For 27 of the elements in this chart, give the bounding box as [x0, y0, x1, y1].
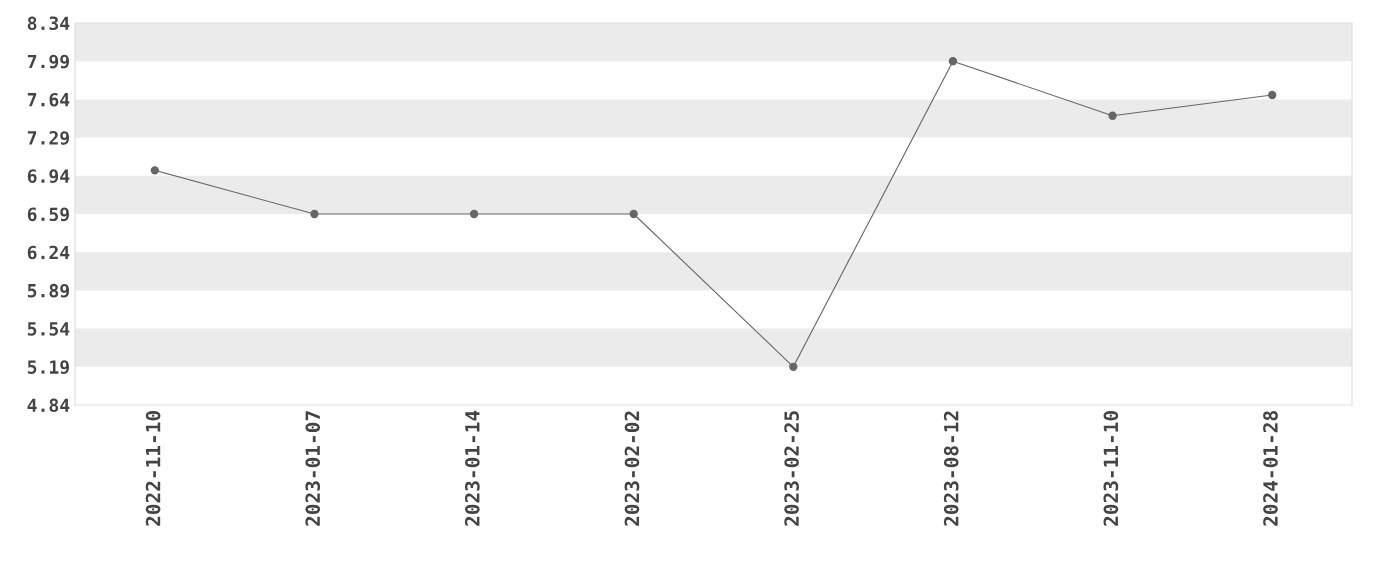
x-tick-label: 2023-02-02: [624, 411, 640, 526]
y-tick-label: 5.89: [27, 283, 69, 298]
point: [150, 166, 159, 175]
x-tick-label: 2022-11-10: [145, 411, 161, 526]
point: [1108, 111, 1117, 120]
point: [789, 362, 798, 371]
point: [469, 209, 479, 219]
point: [310, 209, 319, 219]
y-tick-label: 5.54: [27, 322, 70, 336]
y-tick-label: 6.94: [27, 169, 70, 183]
y-tick-label: 8.34: [27, 16, 70, 31]
y-tick-label: 7.29: [27, 131, 69, 145]
x-tick-label: 2023-01-07: [305, 411, 321, 526]
y-tick-label: 6.24: [27, 245, 70, 260]
point: [629, 209, 638, 219]
x-tick-label: 2023-02-25: [784, 411, 799, 526]
y-tick-label: 6.59: [27, 207, 69, 222]
y-tick-label: 4.84: [27, 398, 70, 413]
x-tick-label: 2023-08-12: [943, 411, 959, 526]
point: [1268, 90, 1277, 100]
x-tick-label: 2023-01-14: [465, 410, 480, 526]
y-tick-label: 7.64: [27, 92, 70, 107]
y-tick-label: 5.19: [27, 360, 69, 374]
y-tick-label: 7.99: [27, 54, 69, 69]
x-tick-label: 2024-01-28: [1263, 411, 1278, 526]
x-tick-label: 2023-11-10: [1103, 411, 1119, 526]
point: [948, 57, 958, 66]
